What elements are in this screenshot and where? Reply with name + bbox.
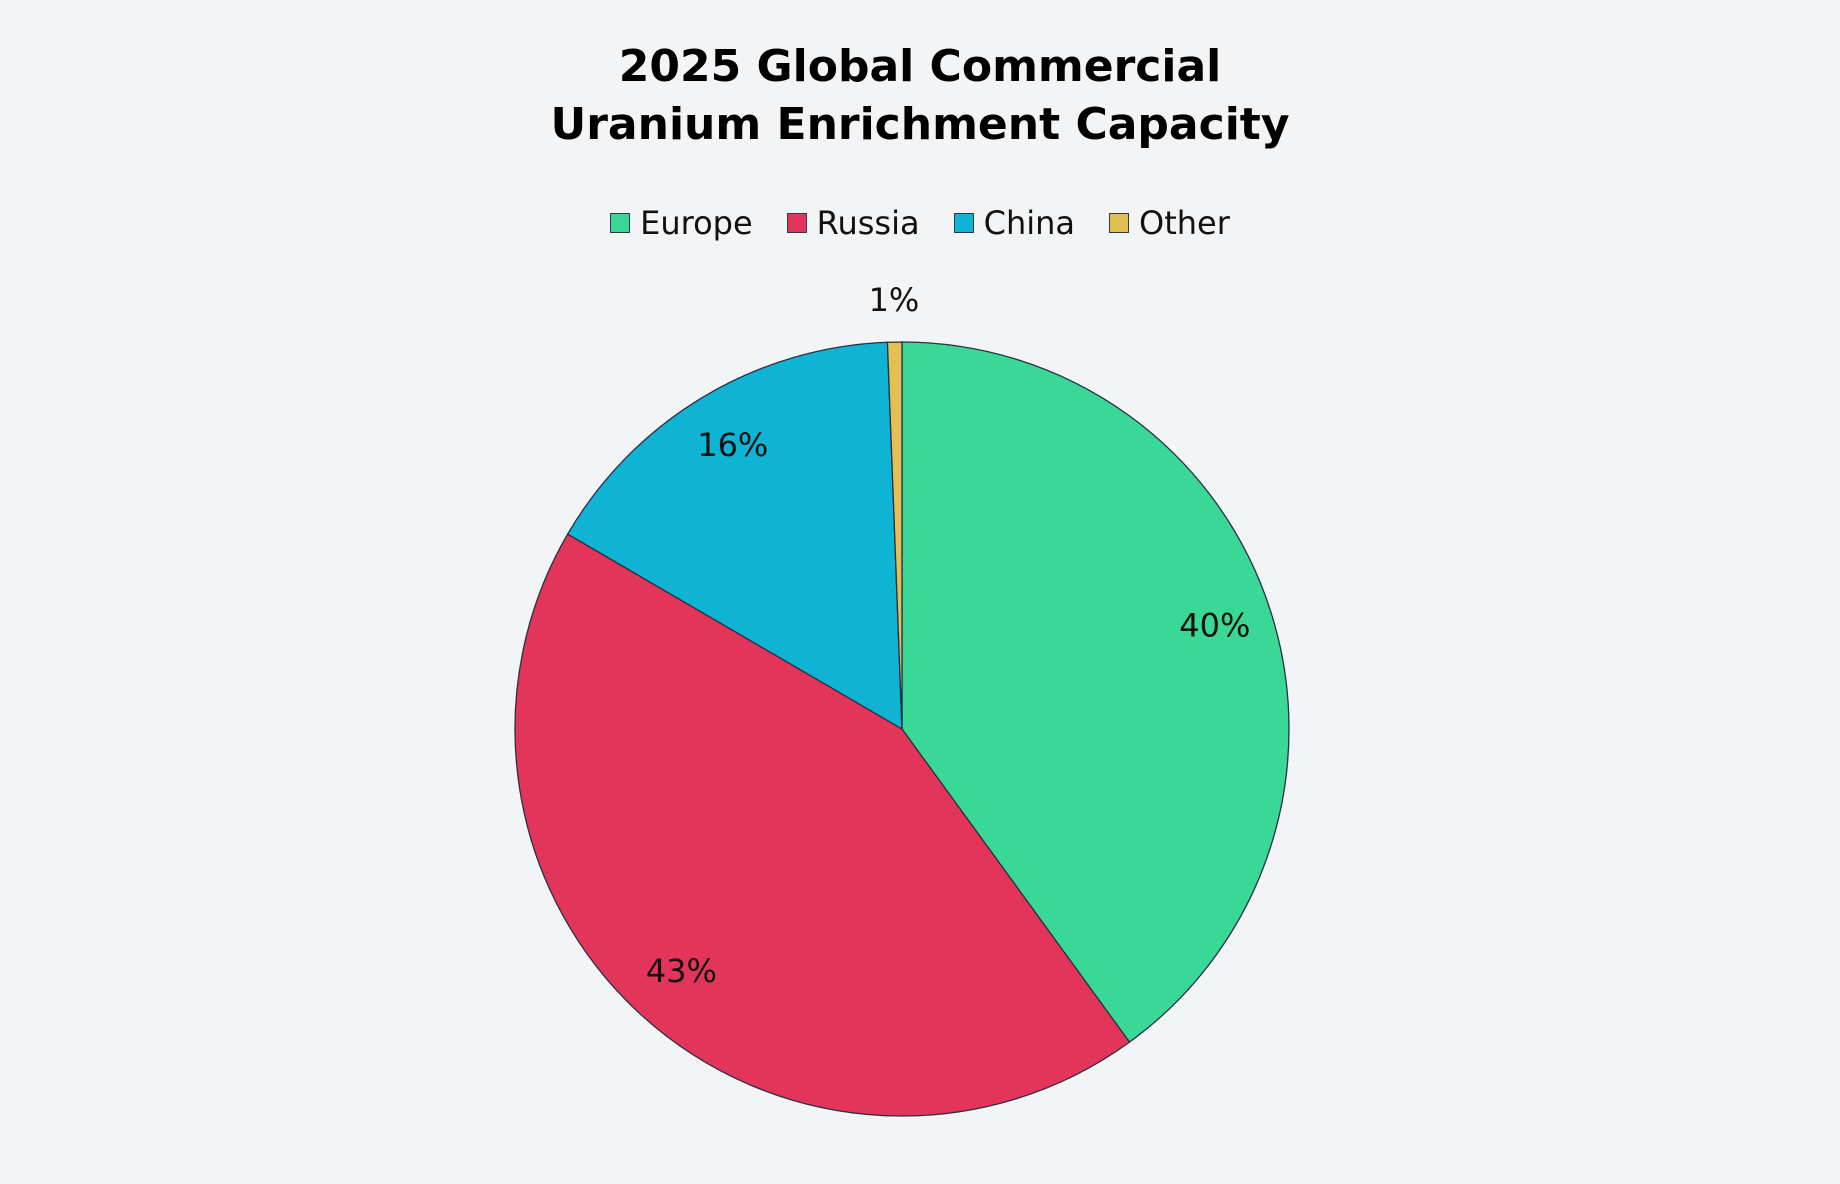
legend-swatch — [786, 213, 807, 233]
data-label-other: 1% — [869, 281, 920, 319]
legend-swatch — [953, 213, 974, 233]
legend-label: Other — [1139, 204, 1230, 242]
pie-slice-china — [566, 341, 903, 731]
legend-item-other: Other — [1109, 204, 1230, 242]
legend-swatch — [610, 213, 631, 233]
chart-title-line-2: Uranium Enrichment Capacity — [550, 99, 1290, 150]
legend-label: Russia — [816, 204, 920, 242]
data-label-russia: 43% — [646, 952, 717, 990]
legend-label: Europe — [640, 204, 753, 242]
chart-title-line-1: 2025 Global Commercial — [618, 41, 1222, 92]
legend-swatch — [1109, 213, 1129, 233]
pie-slice-russia — [514, 533, 1131, 1117]
legend: Europe Russia China Other — [0, 204, 1840, 242]
data-label-china: 16% — [697, 426, 768, 464]
legend-item-europe: Europe — [610, 204, 753, 242]
data-label-europe: 40% — [1179, 606, 1250, 644]
chart-title: 2025 Global Commercial Uranium Enrichmen… — [0, 38, 1840, 154]
pie-slice-europe — [901, 341, 1290, 1043]
legend-item-china: China — [953, 204, 1075, 242]
legend-item-russia: Russia — [786, 204, 920, 242]
pie-slice-other — [886, 341, 903, 730]
legend-label: China — [983, 204, 1075, 242]
